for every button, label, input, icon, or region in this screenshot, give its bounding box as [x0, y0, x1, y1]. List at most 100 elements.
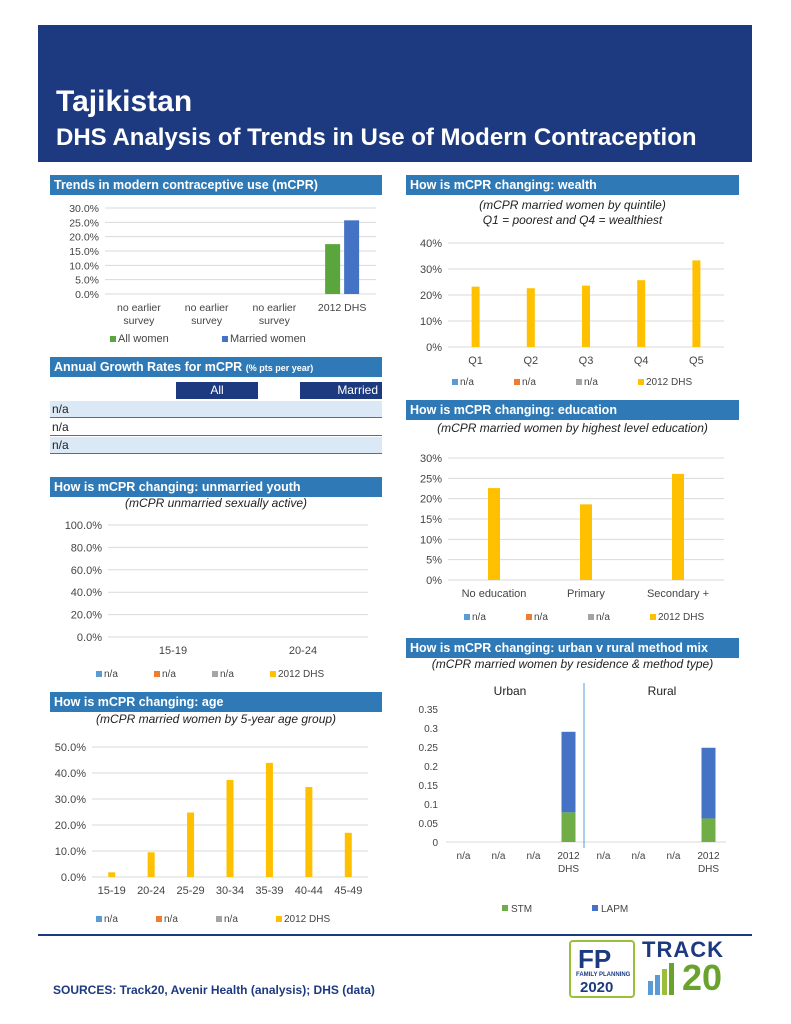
age-chart: 50.0% 40.0% 30.0% 20.0% 10.0% 0.0% 15-19 20-24 2… — [55, 742, 368, 925]
x-tick-label: DHS — [698, 864, 719, 875]
track-logo-bar — [648, 981, 653, 995]
x-tick-label: Secondary + — [647, 588, 709, 600]
x-tick-label: Q4 — [634, 355, 649, 367]
legend-label: n/a — [224, 914, 238, 925]
title-banner: Tajikistan DHS Analysis of Trends in Use… — [38, 25, 752, 162]
y-tick-label: 15.0% — [69, 246, 99, 258]
bar-2012-dhs — [637, 280, 646, 347]
legend-label: Married women — [230, 333, 306, 345]
legend-swatch — [110, 336, 116, 342]
legend-swatch — [588, 614, 594, 620]
bar-2012-dhs — [147, 852, 155, 877]
y-tick-label: 30% — [420, 453, 442, 465]
bar-lapm — [561, 731, 576, 813]
wealth-subtitle-1: (mCPR married women by quintile) — [479, 198, 666, 212]
growth-col-married: Married — [300, 382, 382, 399]
bar-2012-dhs — [582, 285, 590, 347]
education-header: How is mCPR changing: education — [406, 400, 739, 420]
x-tick-label: no earlier — [185, 302, 229, 314]
legend-swatch — [464, 614, 470, 620]
y-tick-label: 0.2 — [424, 762, 438, 773]
y-tick-label: 40.0% — [55, 768, 86, 780]
x-tick-label: n/a — [632, 851, 646, 862]
legend-swatch — [592, 905, 598, 911]
y-tick-label: 20.0% — [71, 610, 102, 622]
youth-chart: 100.0% 80.0% 60.0% 40.0% 20.0% 0.0% 15-19 20-24… — [65, 520, 368, 680]
legend-swatch — [514, 379, 520, 385]
fp-logo-caption: FAMILY PLANNING — [576, 972, 631, 978]
x-tick-label: survey — [191, 315, 223, 327]
x-tick-label: n/a — [457, 851, 471, 862]
legend-label: 2012 DHS — [646, 377, 692, 388]
bar-2012-dhs — [187, 812, 195, 877]
bar-stm — [561, 812, 576, 842]
wealth-header: How is mCPR changing: wealth — [406, 175, 739, 195]
bar-2012-dhs — [488, 488, 500, 580]
growth-title: Annual Growth Rates for mCPR — [54, 360, 243, 374]
fp-logo-letters: FP — [578, 944, 612, 974]
y-tick-label: 40.0% — [71, 587, 102, 599]
age-subtitle: (mCPR married women by 5-year age group) — [95, 712, 337, 726]
x-tick-label: n/a — [527, 851, 541, 862]
country-title: Tajikistan — [56, 85, 193, 118]
bar-2012-dhs — [471, 286, 480, 347]
y-tick-label: 60.0% — [71, 565, 102, 577]
legend-label: 2012 DHS — [284, 914, 330, 925]
y-tick-label: 30.0% — [55, 794, 86, 806]
footer-divider — [38, 934, 752, 936]
legend-label: n/a — [534, 612, 548, 623]
y-tick-label: 0.15 — [419, 781, 439, 792]
y-tick-label: 50.0% — [55, 742, 86, 754]
x-tick-label: Q5 — [689, 355, 704, 367]
trends-chart: 30.0% 25.0% 20.0% 15.0% 10.0% 5.0% 0.0% no earl… — [69, 203, 376, 345]
bar-2012-dhs — [265, 762, 273, 877]
legend-label: n/a — [162, 669, 176, 680]
x-tick-label: no earlier — [117, 302, 161, 314]
legend-label: n/a — [584, 377, 598, 388]
x-tick-label: survey — [123, 315, 155, 327]
legend-label: 2012 DHS — [278, 669, 324, 680]
x-tick-label: 35-39 — [255, 885, 283, 897]
legend-swatch — [96, 916, 102, 922]
bar-stm — [701, 818, 716, 842]
y-tick-label: 0% — [426, 575, 442, 587]
x-tick-label: 40-44 — [295, 885, 323, 897]
x-tick-label: 25-29 — [177, 885, 205, 897]
legend-swatch — [154, 671, 160, 677]
y-tick-label: 40% — [420, 238, 442, 250]
y-tick-label: 20% — [420, 290, 442, 302]
track-logo-bar — [662, 969, 667, 995]
page-subtitle: DHS Analysis of Trends in Use of Modern … — [56, 124, 697, 151]
y-tick-label: 0.0% — [75, 289, 99, 301]
bar-lapm — [701, 747, 716, 819]
y-tick-label: 15% — [420, 514, 442, 526]
x-tick-label: 20-24 — [289, 645, 317, 657]
legend-label: All women — [118, 333, 169, 345]
legend-swatch — [222, 336, 228, 342]
wealth-chart: 40% 30% 20% 10% 0% Q1 Q2 Q3 Q4 Q5 n/a n/a n/a 2012 DH… — [420, 238, 724, 388]
y-tick-label: 0.0% — [61, 872, 86, 884]
youth-header: How is mCPR changing: unmarried youth — [50, 477, 382, 497]
legend-swatch — [576, 379, 582, 385]
trends-header: Trends in modern contraceptive use (mCPR… — [50, 175, 382, 195]
bar-2012-dhs — [580, 504, 592, 580]
y-tick-label: 0.0% — [77, 632, 102, 644]
bar-2012-dhs — [692, 260, 701, 347]
y-tick-label: 10.0% — [55, 846, 86, 858]
legend-label: n/a — [472, 612, 486, 623]
y-tick-label: 20.0% — [69, 232, 99, 244]
x-tick-label: DHS — [558, 864, 579, 875]
growth-row: n/a — [50, 419, 382, 436]
legend-label: n/a — [596, 612, 610, 623]
bar-2012-dhs — [108, 872, 116, 877]
y-tick-label: 20.0% — [55, 820, 86, 832]
legend-label: n/a — [220, 669, 234, 680]
age-header: How is mCPR changing: age — [50, 692, 382, 712]
legend-label: 2012 DHS — [658, 612, 704, 623]
legend-swatch — [216, 916, 222, 922]
y-tick-label: 0.3 — [424, 724, 438, 735]
x-tick-label: 15-19 — [98, 885, 126, 897]
x-tick-label: 20-24 — [137, 885, 165, 897]
y-tick-label: 10% — [420, 534, 442, 546]
x-tick-label: survey — [259, 315, 291, 327]
